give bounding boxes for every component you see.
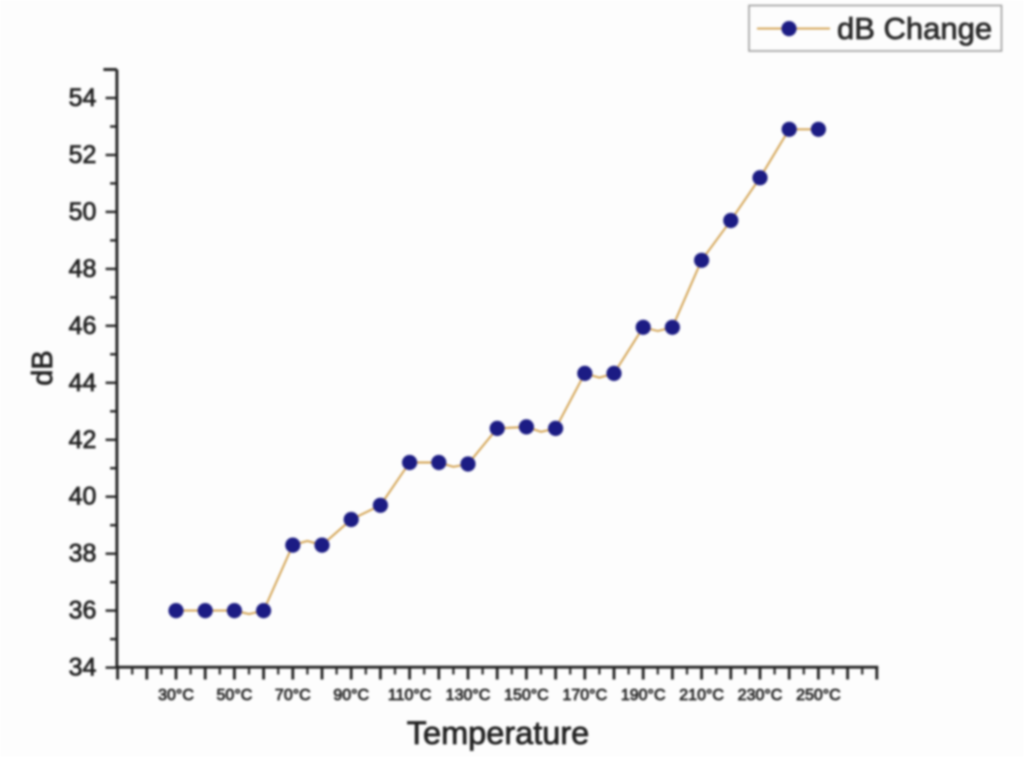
svg-text:dB: dB — [27, 350, 59, 385]
svg-text:170°C: 170°C — [562, 687, 607, 704]
svg-text:150°C: 150°C — [504, 687, 549, 704]
svg-text:70°C: 70°C — [275, 687, 311, 704]
svg-text:230°C: 230°C — [738, 687, 783, 704]
svg-text:Temperature: Temperature — [407, 715, 589, 751]
svg-text:50°C: 50°C — [217, 687, 253, 704]
svg-text:34: 34 — [69, 654, 97, 682]
svg-text:130°C: 130°C — [446, 687, 491, 704]
svg-text:210°C: 210°C — [679, 687, 724, 704]
svg-text:250°C: 250°C — [796, 687, 841, 704]
svg-text:190°C: 190°C — [621, 687, 666, 704]
svg-text:42: 42 — [69, 426, 97, 454]
svg-text:90°C: 90°C — [333, 687, 369, 704]
svg-text:40: 40 — [69, 483, 97, 511]
svg-text:48: 48 — [69, 255, 97, 283]
svg-text:50: 50 — [69, 198, 97, 226]
svg-text:36: 36 — [69, 597, 97, 625]
svg-text:dB Change: dB Change — [837, 11, 992, 46]
svg-text:54: 54 — [69, 84, 97, 112]
svg-text:110°C: 110°C — [388, 687, 431, 704]
svg-text:52: 52 — [69, 141, 97, 169]
svg-text:30°C: 30°C — [158, 687, 194, 704]
svg-text:46: 46 — [69, 312, 97, 340]
svg-text:38: 38 — [69, 540, 97, 568]
svg-text:44: 44 — [69, 369, 97, 397]
